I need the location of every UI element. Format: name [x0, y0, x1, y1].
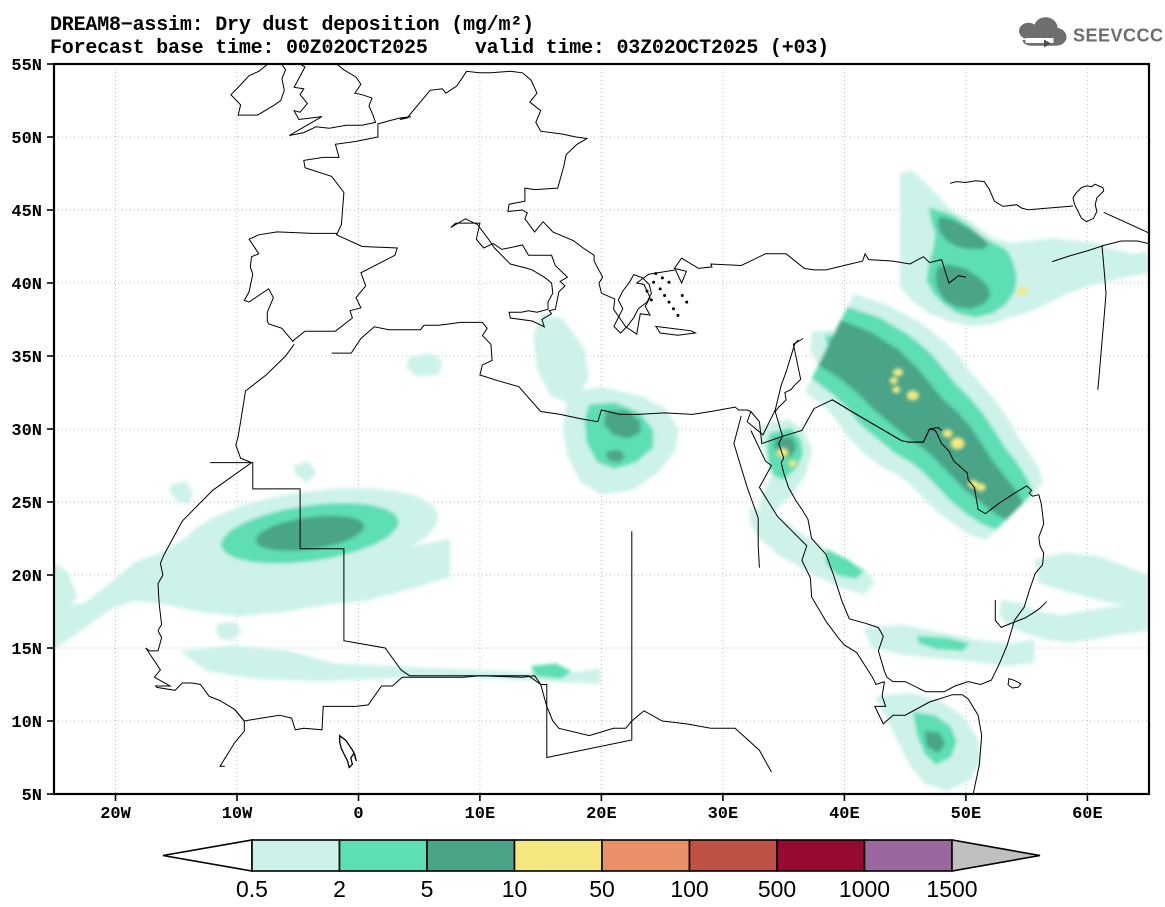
svg-text:10W: 10W [222, 805, 253, 824]
svg-text:500: 500 [758, 876, 796, 902]
svg-text:2: 2 [333, 876, 346, 902]
svg-text:25N: 25N [11, 495, 42, 514]
svg-text:20N: 20N [11, 568, 42, 587]
svg-text:5N: 5N [22, 787, 42, 806]
svg-text:30E: 30E [708, 805, 739, 824]
svg-text:40N: 40N [11, 276, 42, 295]
svg-text:50N: 50N [11, 130, 42, 149]
svg-text:0.5: 0.5 [236, 876, 268, 902]
svg-text:50: 50 [589, 876, 615, 902]
svg-text:40E: 40E [829, 805, 860, 824]
svg-text:10: 10 [502, 876, 528, 902]
svg-text:10N: 10N [11, 714, 42, 733]
svg-text:1500: 1500 [926, 876, 977, 902]
svg-text:100: 100 [670, 876, 708, 902]
svg-text:45N: 45N [11, 203, 42, 222]
svg-text:60E: 60E [1072, 805, 1103, 824]
svg-text:55N: 55N [11, 57, 42, 76]
svg-text:50E: 50E [951, 805, 982, 824]
svg-text:20W: 20W [100, 805, 131, 824]
svg-text:30N: 30N [11, 422, 42, 441]
svg-text:5: 5 [421, 876, 434, 902]
svg-text:15N: 15N [11, 641, 42, 660]
svg-text:20E: 20E [586, 805, 617, 824]
svg-text:0: 0 [353, 805, 363, 824]
svg-text:35N: 35N [11, 349, 42, 368]
svg-text:1000: 1000 [839, 876, 890, 902]
svg-text:10E: 10E [465, 805, 496, 824]
